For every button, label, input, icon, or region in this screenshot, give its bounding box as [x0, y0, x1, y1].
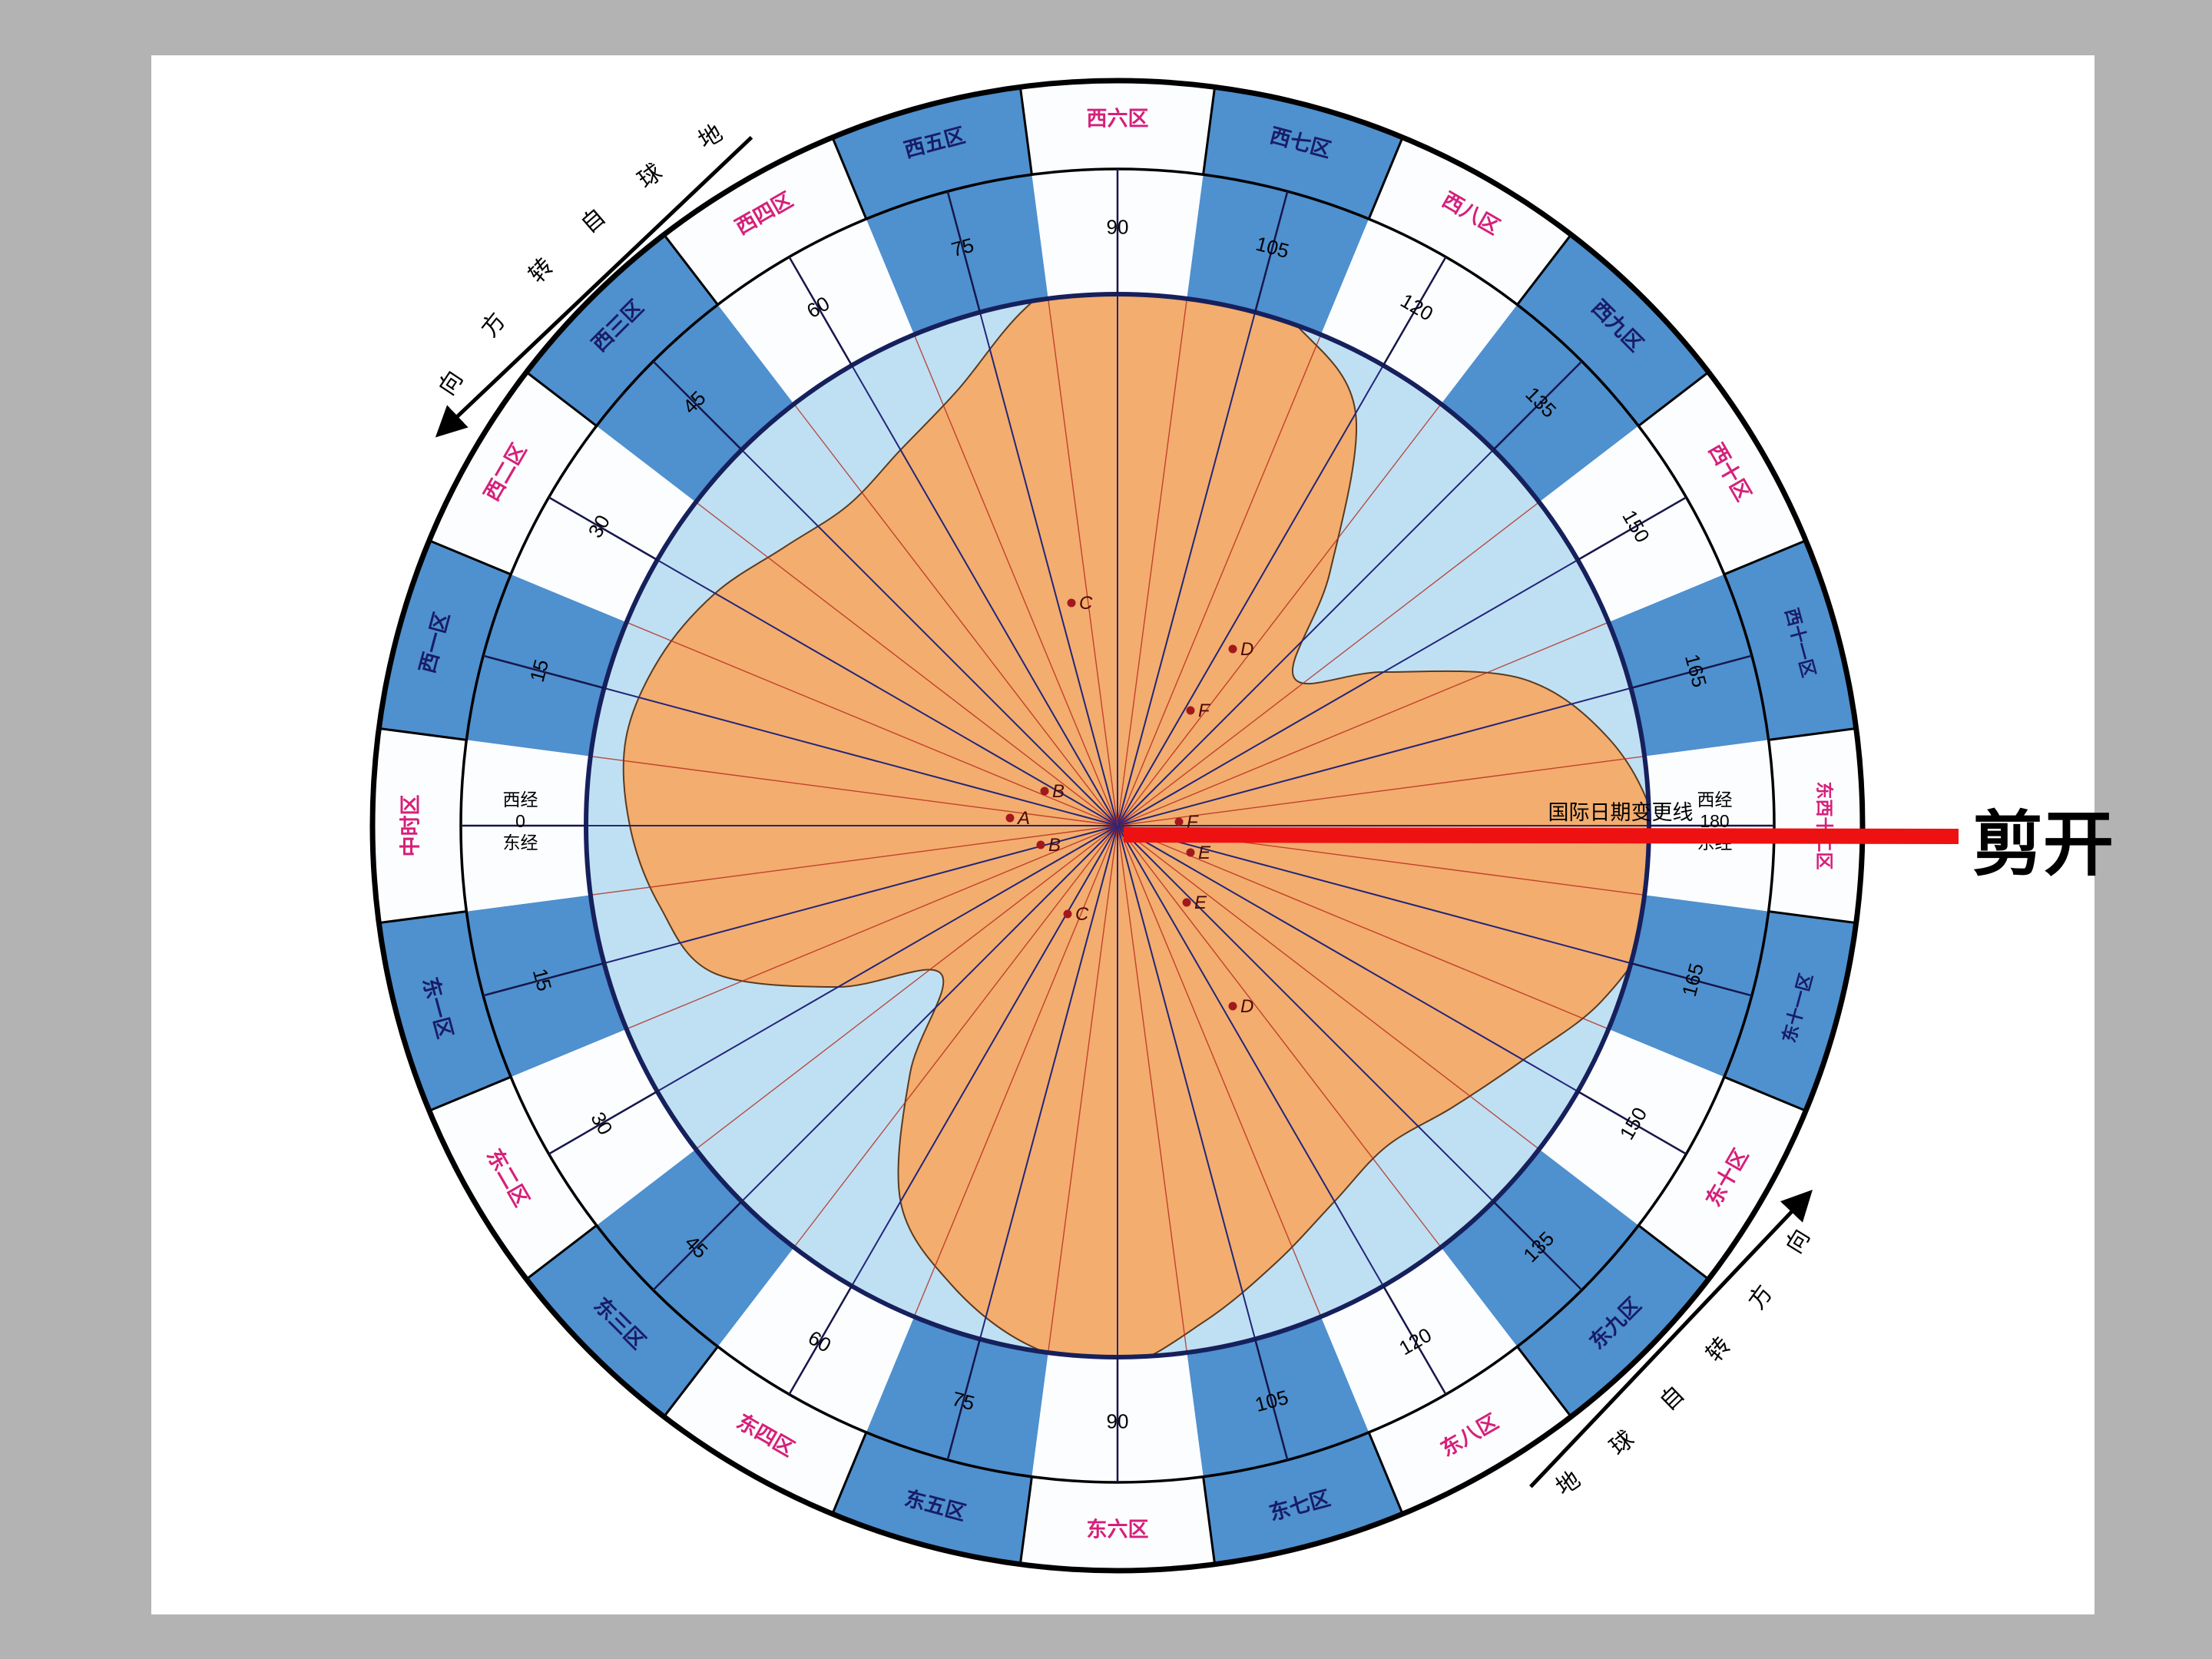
svg-text:E: E — [1198, 843, 1211, 863]
svg-text:B: B — [1048, 835, 1061, 856]
svg-text:F: F — [1198, 700, 1210, 721]
svg-text:0: 0 — [515, 811, 525, 831]
svg-text:东西十二区: 东西十二区 — [1814, 782, 1834, 870]
svg-text:西经: 西经 — [503, 790, 538, 810]
svg-text:西六区: 西六区 — [1087, 108, 1149, 131]
svg-text:中时区: 中时区 — [399, 795, 422, 857]
svg-text:剪开: 剪开 — [1972, 806, 2114, 884]
svg-text:180: 180 — [1700, 811, 1729, 831]
svg-text:C: C — [1079, 593, 1093, 614]
svg-text:西经: 西经 — [1697, 790, 1733, 810]
svg-text:D: D — [1240, 996, 1253, 1017]
svg-text:东六区: 东六区 — [1087, 1518, 1149, 1541]
svg-text:D: D — [1240, 639, 1253, 660]
svg-text:C: C — [1075, 904, 1089, 925]
svg-text:E: E — [1194, 892, 1207, 913]
svg-text:国际日期变更线: 国际日期变更线 — [1548, 801, 1694, 824]
svg-text:90: 90 — [1107, 215, 1129, 238]
svg-text:B: B — [1052, 781, 1065, 802]
svg-text:90: 90 — [1107, 1409, 1129, 1432]
svg-text:A: A — [1016, 808, 1030, 829]
svg-text:东经: 东经 — [503, 833, 538, 853]
